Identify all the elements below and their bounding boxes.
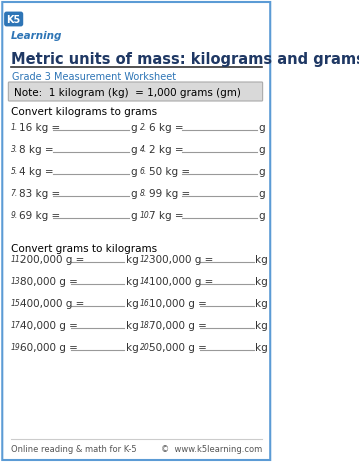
Text: 17.: 17.	[11, 321, 23, 330]
Text: kg: kg	[126, 276, 139, 287]
Text: 10.: 10.	[140, 211, 152, 220]
Text: 8 kg =: 8 kg =	[19, 144, 53, 155]
Text: kg: kg	[126, 342, 139, 352]
Text: kg: kg	[255, 298, 268, 308]
Text: 10,000 g =: 10,000 g =	[149, 298, 207, 308]
Text: 60,000 g =: 60,000 g =	[20, 342, 78, 352]
Text: 13.: 13.	[11, 277, 23, 286]
Text: 2 kg =: 2 kg =	[149, 144, 183, 155]
Text: Grade 3 Measurement Worksheet: Grade 3 Measurement Worksheet	[12, 72, 176, 82]
Text: Convert kilograms to grams: Convert kilograms to grams	[11, 107, 157, 117]
Text: 7 kg =: 7 kg =	[149, 211, 183, 220]
FancyBboxPatch shape	[8, 83, 263, 102]
FancyBboxPatch shape	[2, 3, 270, 460]
Text: kg: kg	[126, 255, 139, 264]
Text: 200,000 g =: 200,000 g =	[20, 255, 84, 264]
Text: 50,000 g =: 50,000 g =	[149, 342, 207, 352]
Text: Metric units of mass: kilograms and grams: Metric units of mass: kilograms and gram…	[11, 52, 359, 67]
Text: Online reading & math for K-5: Online reading & math for K-5	[11, 444, 136, 454]
Text: 16 kg =: 16 kg =	[19, 123, 60, 133]
Text: Note:  1 kilogram (kg)  = 1,000 grams (gm): Note: 1 kilogram (kg) = 1,000 grams (gm)	[14, 88, 241, 97]
Text: kg: kg	[255, 276, 268, 287]
Text: g: g	[259, 144, 265, 155]
Text: 18.: 18.	[140, 321, 152, 330]
Text: g: g	[131, 211, 137, 220]
Text: 83 kg =: 83 kg =	[19, 188, 60, 199]
Text: 1.: 1.	[11, 123, 18, 132]
Text: 5.: 5.	[11, 167, 18, 176]
Text: g: g	[131, 188, 137, 199]
Text: 99 kg =: 99 kg =	[149, 188, 190, 199]
Text: Learning: Learning	[11, 31, 62, 41]
Text: g: g	[259, 188, 265, 199]
Text: 4.: 4.	[140, 145, 147, 154]
Text: 19.: 19.	[11, 343, 23, 352]
Text: 11.: 11.	[11, 255, 23, 264]
Text: 7.: 7.	[11, 189, 18, 198]
Text: 20.: 20.	[140, 343, 152, 352]
Text: 16.: 16.	[140, 299, 152, 308]
Text: 14.: 14.	[140, 277, 152, 286]
Text: 4 kg =: 4 kg =	[19, 167, 53, 176]
Text: kg: kg	[255, 342, 268, 352]
Text: 2.: 2.	[140, 123, 147, 132]
Text: g: g	[259, 211, 265, 220]
Text: 80,000 g =: 80,000 g =	[20, 276, 78, 287]
Text: 9.: 9.	[11, 211, 18, 220]
Text: 40,000 g =: 40,000 g =	[20, 320, 78, 330]
Text: 6.: 6.	[140, 167, 147, 176]
Text: kg: kg	[126, 298, 139, 308]
Text: 3.: 3.	[11, 145, 18, 154]
Text: 69 kg =: 69 kg =	[19, 211, 60, 220]
Text: Convert grams to kilograms: Convert grams to kilograms	[11, 244, 157, 253]
Text: g: g	[131, 144, 137, 155]
Text: 50 kg =: 50 kg =	[149, 167, 190, 176]
Text: 70,000 g =: 70,000 g =	[149, 320, 207, 330]
Text: g: g	[259, 123, 265, 133]
Text: 100,000 g =: 100,000 g =	[149, 276, 213, 287]
Text: kg: kg	[255, 320, 268, 330]
Text: 400,000 g =: 400,000 g =	[20, 298, 84, 308]
Text: 15.: 15.	[11, 299, 23, 308]
Text: 300,000 g =: 300,000 g =	[149, 255, 213, 264]
Text: g: g	[131, 123, 137, 133]
Text: g: g	[131, 167, 137, 176]
Text: kg: kg	[255, 255, 268, 264]
Text: 8.: 8.	[140, 189, 147, 198]
Text: ©  www.k5learning.com: © www.k5learning.com	[160, 444, 262, 454]
Text: g: g	[259, 167, 265, 176]
Text: 6 kg =: 6 kg =	[149, 123, 183, 133]
Text: 12.: 12.	[140, 255, 152, 264]
Text: kg: kg	[126, 320, 139, 330]
Text: K5: K5	[6, 15, 21, 25]
